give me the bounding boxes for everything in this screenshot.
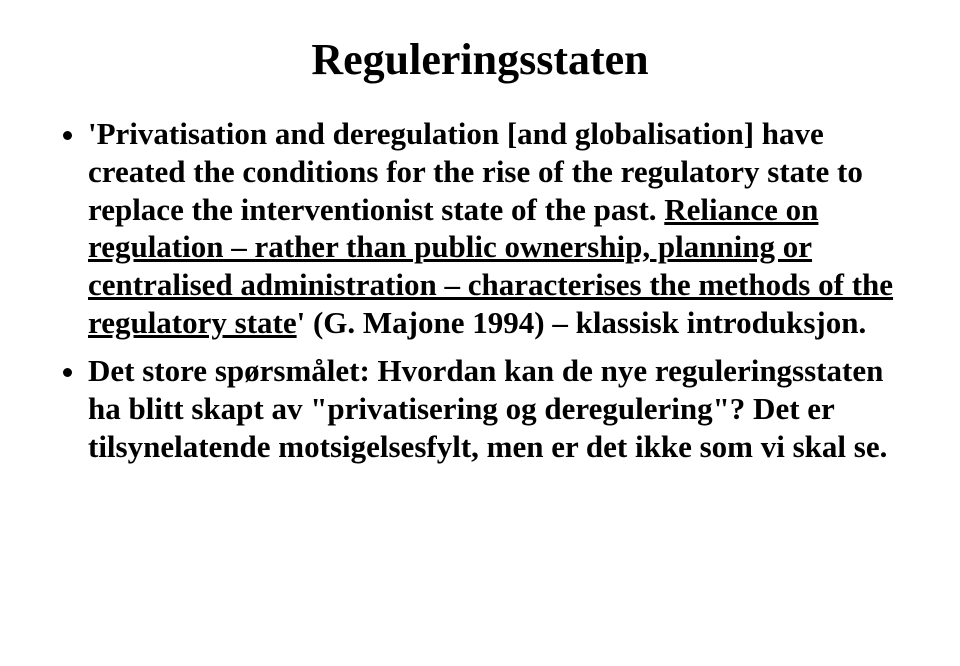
slide: Reguleringsstaten 'Privatisation and der… xyxy=(0,0,960,666)
bullet-item-1: 'Privatisation and deregulation [and glo… xyxy=(88,115,910,342)
bullet1-post: ' (G. Majone 1994) – klassisk introduksj… xyxy=(297,305,867,340)
slide-title: Reguleringsstaten xyxy=(50,34,910,85)
bullet-list: 'Privatisation and deregulation [and glo… xyxy=(50,115,910,465)
bullet-item-2: Det store spørsmålet: Hvordan kan de nye… xyxy=(88,352,910,465)
